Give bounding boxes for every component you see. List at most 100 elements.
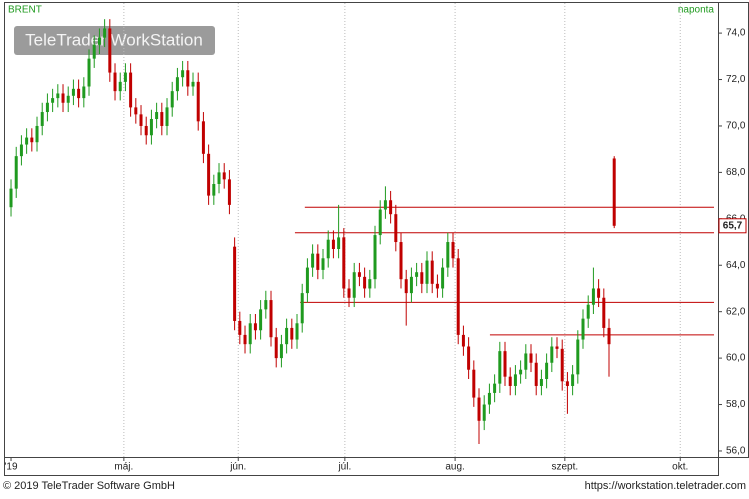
candle-body <box>25 137 29 145</box>
candle-body <box>51 98 55 103</box>
candle-body <box>461 334 465 347</box>
y-tick-label: 74,0 <box>726 28 746 39</box>
candle-body <box>539 379 543 386</box>
candle-body <box>181 70 185 78</box>
candle-body <box>404 279 408 294</box>
candle-body <box>493 383 497 393</box>
candle-body <box>45 102 49 113</box>
candle-body <box>274 337 278 359</box>
candle-body <box>82 86 86 99</box>
last-price-box <box>718 218 747 234</box>
candle-body <box>269 300 273 338</box>
candle-body <box>534 362 538 386</box>
candle-body <box>71 88 75 96</box>
watermark-box <box>14 26 215 55</box>
candle-body <box>565 381 569 386</box>
candle-body <box>77 88 81 99</box>
candle-body <box>368 279 372 289</box>
x-tick-label: máj. <box>114 462 133 473</box>
candle-body <box>285 327 289 345</box>
x-tick-label: szept. <box>551 462 578 473</box>
candle-body <box>571 374 575 386</box>
candle-body <box>456 258 460 335</box>
candle-body <box>451 242 455 259</box>
watermark: TeleTrader WorkStation <box>25 30 203 49</box>
candle-body <box>467 346 471 370</box>
candle-body <box>326 239 330 259</box>
candle-body <box>425 260 429 284</box>
candle-body <box>607 327 611 345</box>
candle-body <box>316 253 320 270</box>
y-tick-label: 58,0 <box>726 399 746 410</box>
candle-body <box>389 200 393 215</box>
candle-body <box>503 351 507 377</box>
candle-body <box>399 242 403 280</box>
candle-body <box>545 362 549 379</box>
candle-body <box>446 242 450 268</box>
candle-body <box>363 276 367 289</box>
candle-body <box>217 172 221 184</box>
candle-body <box>420 272 424 284</box>
candle-body <box>134 107 138 115</box>
candle-body <box>394 214 398 243</box>
x-tick-label: '19 <box>4 462 17 473</box>
y-tick-label: 62,0 <box>726 306 746 317</box>
candle-body <box>253 323 257 331</box>
y-tick-label: 64,0 <box>726 260 746 271</box>
candle-body <box>170 91 174 108</box>
candle-body <box>113 72 117 92</box>
candle-body <box>487 392 491 405</box>
candle-body <box>92 44 96 59</box>
x-tick-label: okt. <box>672 462 688 473</box>
candle-body <box>222 172 226 180</box>
candle-body <box>550 346 554 363</box>
candle-body <box>66 95 70 103</box>
candle-body <box>61 93 65 103</box>
y-tick-label: 60,0 <box>726 353 746 364</box>
candle-body <box>191 81 195 87</box>
candle-body <box>347 288 351 298</box>
candle-body <box>513 374 517 386</box>
candle-body <box>149 119 153 136</box>
candle-body <box>201 121 205 154</box>
candle-body <box>9 188 13 208</box>
candle-body <box>30 137 34 143</box>
candle-body <box>576 339 580 375</box>
candle-body <box>207 153 211 196</box>
candle-body <box>415 272 419 277</box>
candle-body <box>529 353 533 363</box>
last-price-label: 65,7 <box>723 220 743 231</box>
candle-body <box>337 237 341 249</box>
candle-body <box>40 112 44 126</box>
footer-right: https://workstation.teletrader.com <box>585 480 746 492</box>
candle-body <box>430 260 434 284</box>
candle-body <box>441 267 445 289</box>
candle-body <box>259 309 263 331</box>
candle-body <box>118 81 122 92</box>
candle-body <box>248 323 252 345</box>
candle-body <box>97 37 101 45</box>
candle-body <box>498 351 502 384</box>
candle-body <box>233 246 237 321</box>
candle-body <box>300 293 304 324</box>
candle-body <box>378 209 382 236</box>
x-tick-label: aug. <box>445 462 464 473</box>
candle-body <box>409 276 413 294</box>
x-tick-label: jún. <box>229 462 246 473</box>
candle-body <box>243 334 247 345</box>
candle-body <box>129 72 133 108</box>
candle-body <box>597 288 601 298</box>
candle-body <box>196 81 200 122</box>
candle-body <box>103 28 107 38</box>
plot-frame <box>4 2 719 458</box>
y-tick-label: 72,0 <box>726 74 746 85</box>
candle-body <box>305 267 309 294</box>
y-tick-label: 56,0 <box>726 446 746 457</box>
candle-body <box>482 404 486 421</box>
candle-body <box>560 348 564 382</box>
candle-body <box>342 237 346 289</box>
candle-body <box>144 125 148 136</box>
y-tick-label: 68,0 <box>726 167 746 178</box>
candle-body <box>602 297 606 328</box>
